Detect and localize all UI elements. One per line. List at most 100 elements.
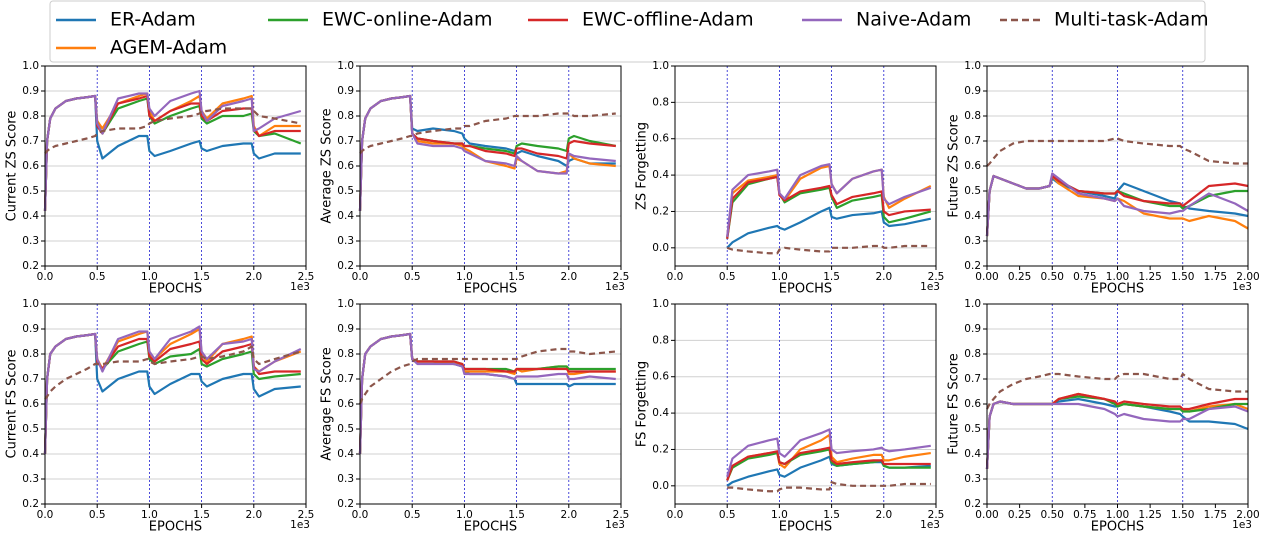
y-tick-label: 0.2	[22, 498, 39, 510]
y-tick-label: 0.3	[964, 235, 981, 247]
x-tick-label: 1.5	[823, 271, 840, 283]
y-tick-label: 1.0	[22, 60, 39, 72]
y-tick-label: 0.8	[964, 348, 981, 360]
x-axis-label: EPOCHS	[779, 282, 832, 297]
series-line	[726, 428, 931, 478]
series-line	[358, 94, 616, 212]
x-tick-label: 2.00	[1236, 271, 1259, 283]
y-tick-label: 0.0	[652, 480, 669, 492]
y-tick-label: 0.8	[964, 110, 981, 122]
legend-label: EWC-online-Adam	[322, 9, 493, 31]
x-axis-label: EPOCHS	[1091, 520, 1144, 535]
y-tick-label: 0.9	[337, 323, 354, 335]
x-tick-label: 0.75	[1073, 271, 1096, 283]
x-offset-label: 1e3	[920, 281, 940, 293]
y-tick-label: 0.4	[337, 448, 354, 460]
x-tick-label: 0.5	[719, 509, 736, 521]
series-line	[358, 94, 616, 212]
series-line	[43, 94, 302, 212]
y-tick-label: 0.4	[652, 169, 669, 181]
x-tick-label: 1.75	[1204, 509, 1227, 521]
y-tick-label: 0.9	[964, 85, 981, 97]
series-line	[358, 332, 616, 455]
y-tick-label: 0.5	[22, 423, 39, 435]
y-tick-label: 0.0	[652, 242, 669, 254]
x-tick-label: 2.5	[928, 271, 945, 283]
x-axis-label: EPOCHS	[464, 282, 517, 297]
x-tick-label: 1.75	[1204, 271, 1227, 283]
subplot: 0.2 0.3 0.4 0.5 0.6 0.7 0.8 0.9 1.0 0.0 0.5 1.0 1.5 2…	[5, 298, 315, 535]
x-tick-label: 2.0	[560, 271, 577, 283]
x-axis-label: EPOCHS	[149, 282, 202, 297]
x-tick-label: 0.0	[37, 509, 54, 521]
series-line	[726, 164, 932, 238]
series-line	[358, 347, 616, 405]
y-tick-label: 0.5	[337, 423, 354, 435]
x-tick-label: 0.0	[352, 271, 369, 283]
y-tick-label: 1.0	[652, 298, 669, 310]
x-tick-label: 2.5	[613, 509, 630, 521]
y-tick-label: 0.9	[964, 323, 981, 335]
y-axis-label: Current FS Score	[5, 349, 20, 458]
x-tick-label: 0.0	[667, 509, 684, 521]
x-tick-label: 0.50	[1041, 509, 1064, 521]
y-tick-label: 0.6	[337, 398, 354, 410]
y-tick-label: 0.2	[652, 205, 669, 217]
y-tick-label: 0.2	[22, 260, 39, 272]
y-tick-label: 0.8	[337, 348, 354, 360]
plot-frame	[44, 303, 307, 505]
x-tick-label: 0.5	[89, 271, 106, 283]
x-tick-label: 0.00	[975, 509, 998, 521]
series-line	[726, 446, 931, 481]
x-axis-label: EPOCHS	[464, 520, 517, 535]
y-tick-label: 0.6	[652, 133, 669, 145]
subplot: 0.0 0.2 0.4 0.6 0.8 1.0 0.0 0.5 1.0 1.5 2.0 2.5 FS F…	[635, 298, 945, 535]
x-offset-label: 1e3	[920, 519, 940, 531]
y-tick-label: 0.2	[337, 498, 354, 510]
x-offset-label: 1e3	[1232, 519, 1252, 531]
y-tick-label: 0.3	[337, 235, 354, 247]
y-axis-label: Average ZS Score	[320, 108, 335, 223]
series-line	[44, 107, 301, 155]
y-tick-label: 0.8	[337, 110, 354, 122]
legend-label: EWC-offline-Adam	[582, 9, 754, 31]
y-tick-label: 0.4	[652, 407, 669, 419]
x-tick-label: 0.25	[1008, 509, 1031, 521]
x-tick-label: 0.0	[667, 271, 684, 283]
y-tick-label: 0.2	[964, 498, 981, 510]
series-line	[358, 94, 616, 212]
y-tick-label: 0.7	[22, 135, 39, 147]
x-tick-label: 2.5	[928, 509, 945, 521]
x-axis-label: EPOCHS	[779, 520, 832, 535]
x-tick-label: 2.0	[875, 271, 892, 283]
x-tick-label: 1.5	[193, 509, 210, 521]
x-tick-label: 2.0	[875, 509, 892, 521]
subplot: 0.2 0.3 0.4 0.5 0.6 0.7 0.8 0.9 1.0 0.00 0.25 0.50 0…	[947, 60, 1260, 297]
series-line	[358, 94, 616, 212]
y-tick-label: 1.0	[652, 60, 669, 72]
x-tick-label: 1.5	[508, 271, 525, 283]
y-tick-label: 0.6	[652, 371, 669, 383]
x-tick-label: 1.5	[193, 271, 210, 283]
plot-frame	[674, 303, 937, 505]
y-tick-label: 0.5	[964, 185, 981, 197]
series-line	[726, 455, 931, 487]
plot-frame	[359, 65, 622, 267]
x-tick-label: 0.0	[352, 509, 369, 521]
x-tick-label: 1.0	[771, 271, 788, 283]
x-axis-label: EPOCHS	[149, 520, 202, 535]
subplot: 0.2 0.3 0.4 0.5 0.6 0.7 0.8 0.9 1.0 0.0 0.5 1.0 1.5 2…	[5, 60, 315, 297]
y-tick-label: 0.2	[652, 443, 669, 455]
x-tick-label: 2.5	[613, 271, 630, 283]
x-tick-label: 1.0	[456, 509, 473, 521]
y-tick-label: 0.5	[964, 423, 981, 435]
x-tick-label: 2.5	[298, 271, 315, 283]
series-line	[43, 89, 302, 212]
y-tick-label: 0.8	[652, 96, 669, 108]
y-tick-label: 1.0	[337, 298, 354, 310]
series-line	[43, 94, 301, 212]
y-tick-label: 0.7	[964, 373, 981, 385]
x-tick-label: 1.00	[1106, 271, 1129, 283]
y-tick-label: 0.9	[22, 85, 39, 97]
